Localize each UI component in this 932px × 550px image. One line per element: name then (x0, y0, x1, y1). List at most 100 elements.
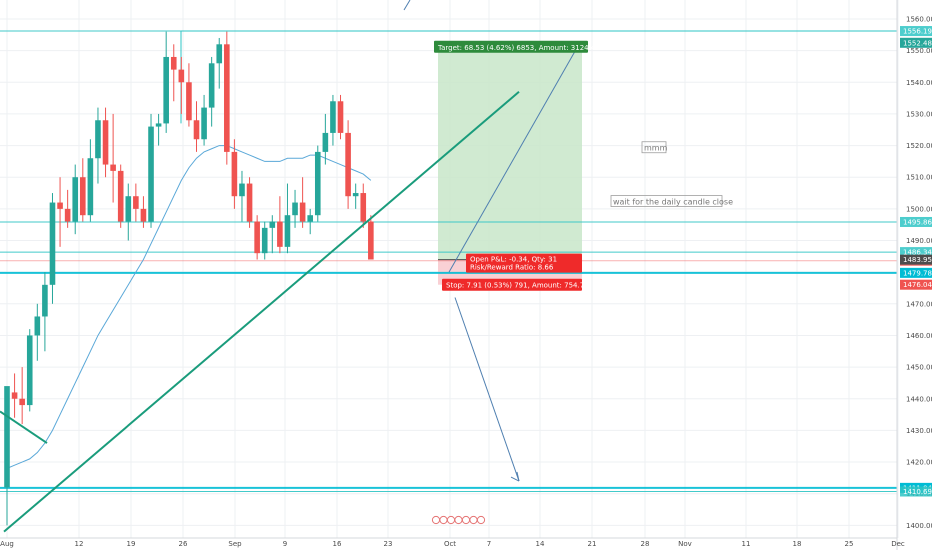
candle-body (193, 120, 200, 140)
target-label-box (434, 40, 588, 53)
target-label-text: Target: 68.53 (4.62%) 6853, Amount: 3124… (437, 44, 600, 52)
time-tick-label: Sep (228, 540, 242, 548)
time-tick-label: Aug (0, 540, 14, 548)
candle-body (201, 107, 207, 140)
candle-body (360, 193, 367, 222)
candle-body (11, 392, 18, 399)
pnl-label-box (466, 253, 582, 273)
arrow-up-line (448, 44, 580, 273)
price-label-text: 1479.78 (903, 269, 932, 277)
time-axis[interactable]: Aug 12 19 26 Sep 9 16 23 Oct 7 14 21 28 Nov 11 18 25 Dec (0, 537, 905, 548)
candle-body (299, 202, 306, 222)
price-label-text: 1476.04 (903, 281, 932, 289)
candle-body (307, 215, 313, 222)
price-label-box (900, 486, 932, 497)
price-tick-label: 1540.00 (906, 79, 932, 87)
axis-price-labels: 1556.191495.861486.341479.781411.841410.… (900, 26, 932, 497)
candle-body (102, 120, 109, 165)
price-tick-label: 1520.00 (906, 142, 932, 150)
price-tick-label: 1530.00 (906, 110, 932, 118)
target-zone (438, 42, 582, 260)
price-label-box (900, 254, 932, 265)
candle-body (284, 215, 291, 247)
time-tick-label: 21 (588, 540, 597, 548)
price-tick-label: 1460.00 (906, 332, 932, 340)
candle-body (64, 208, 71, 222)
event-marker (454, 515, 463, 525)
pnl-label-text: Open P&L: -0.34, Qty: 31 (470, 256, 557, 264)
candle-body (72, 177, 79, 222)
trend-line (3, 91, 520, 533)
price-tick-label: 1450.00 (906, 364, 932, 372)
candle-body (216, 44, 223, 64)
candle-body (170, 56, 177, 70)
event-marker (461, 515, 471, 525)
price-label-box (900, 279, 932, 290)
time-tick-label: 19 (127, 540, 136, 548)
arrow-down-head (510, 471, 520, 482)
stop-label-box (442, 278, 582, 291)
moving-average-path (6, 145, 372, 469)
candle-body (261, 227, 268, 254)
price-tick-label: 1510.00 (906, 174, 932, 182)
arrow-down-line (454, 297, 520, 482)
candle-body (345, 132, 351, 197)
annotation-box (641, 141, 667, 154)
price-tick-label: 1490.00 (906, 237, 932, 245)
time-tick-label: Nov (678, 540, 692, 548)
time-tick-label: 16 (333, 540, 342, 548)
event-marker (431, 515, 441, 525)
candle-body (125, 196, 132, 222)
time-tick-label: Oct (444, 540, 456, 548)
annotations: mmm wait for the daily candle close (431, 141, 733, 525)
candle-body (95, 120, 101, 159)
price-label-box (900, 267, 932, 278)
trend-line-top-stub (403, 0, 411, 11)
time-tick-label: 7 (487, 540, 491, 548)
time-tick-label: 23 (384, 540, 393, 548)
event-marker (439, 515, 448, 525)
rr-label-text: Risk/Reward Ratio: 8.66 (470, 264, 554, 272)
time-tick-label: 14 (536, 540, 545, 548)
candle-body (42, 284, 48, 317)
candle-body (148, 126, 154, 222)
candles (4, 31, 374, 526)
price-label-text: 1495.86 (903, 218, 932, 226)
candle-body (254, 221, 260, 254)
price-label-text: 1483.95 (903, 256, 932, 264)
candle-body (34, 316, 41, 336)
time-tick-label: Dec (891, 540, 905, 548)
candle-body (269, 221, 276, 228)
price-tick-label: 1470.00 (906, 300, 932, 308)
candle-body (314, 151, 321, 216)
time-tick-label: 25 (845, 540, 854, 548)
candle-body (352, 193, 359, 197)
candle-body (186, 82, 192, 121)
candle-body (49, 202, 56, 285)
candle-body (239, 183, 245, 197)
position-zones (438, 42, 582, 285)
annotation-text: wait for the daily candle close (613, 198, 733, 207)
candle-body (178, 69, 185, 83)
candle-body (246, 183, 253, 222)
price-label-text: 1486.34 (903, 249, 932, 257)
trend-line-short (0, 410, 48, 444)
candle-body (140, 208, 147, 222)
candle-body (163, 56, 169, 124)
candle-body (80, 177, 86, 216)
event-marker (476, 515, 486, 525)
candle-body (231, 151, 238, 197)
candle-body (155, 123, 162, 127)
candle-body (208, 63, 215, 108)
candle-body (322, 132, 329, 152)
price-tick-label: 1400.00 (906, 522, 932, 530)
candle-body (133, 196, 139, 209)
stop-label-text: Stop: 7.91 (0.53%) 791, Amount: 754.79 (446, 282, 589, 290)
price-tick-label: 1560.00 (906, 15, 932, 23)
candle-body (110, 164, 116, 171)
price-axis[interactable]: 1400.001410.001420.001430.001440.001450.… (896, 0, 932, 550)
price-label-text: 1410.69 (903, 488, 932, 496)
candle-body (368, 221, 374, 260)
price-tick-label: 1430.00 (906, 427, 932, 435)
